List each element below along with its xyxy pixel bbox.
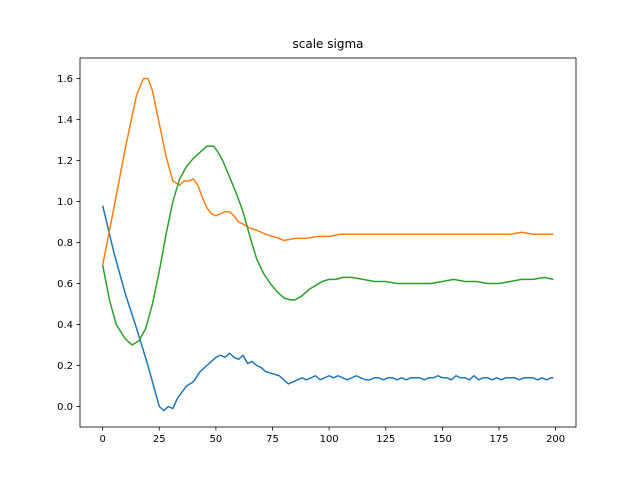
x-tick-label: 200 (546, 434, 565, 445)
y-tick-label: 0.0 (57, 402, 73, 413)
series-line-1 (101, 205, 554, 412)
x-tick-label: 50 (210, 434, 223, 445)
x-tick-label: 125 (376, 434, 395, 445)
x-tick-label: 25 (153, 434, 166, 445)
y-tick-label: 1.2 (57, 156, 73, 167)
series-line-3 (101, 145, 554, 346)
x-tick-label: 150 (433, 434, 452, 445)
y-tick-label: 0.2 (57, 361, 73, 372)
y-tick-label: 0.6 (57, 279, 73, 290)
chart-title: scale sigma (293, 37, 364, 51)
y-tick-label: 1.0 (57, 197, 73, 208)
y-tick-label: 0.8 (57, 238, 73, 249)
x-tick-label: 175 (489, 434, 508, 445)
y-tick-label: 0.4 (57, 320, 73, 331)
y-tick-label: 1.6 (57, 74, 73, 85)
series-line-2 (101, 77, 554, 266)
series-layer (101, 77, 554, 412)
x-tick-label: 0 (99, 434, 105, 445)
axes-layer: 0 25 50 75 100 125 150 175 200 0.0 0.2 0.4 0.6 0.8 1.0… (57, 57, 577, 445)
x-tick-label: 75 (266, 434, 279, 445)
x-tick-label: 100 (320, 434, 339, 445)
y-tick-label: 1.4 (57, 115, 73, 126)
